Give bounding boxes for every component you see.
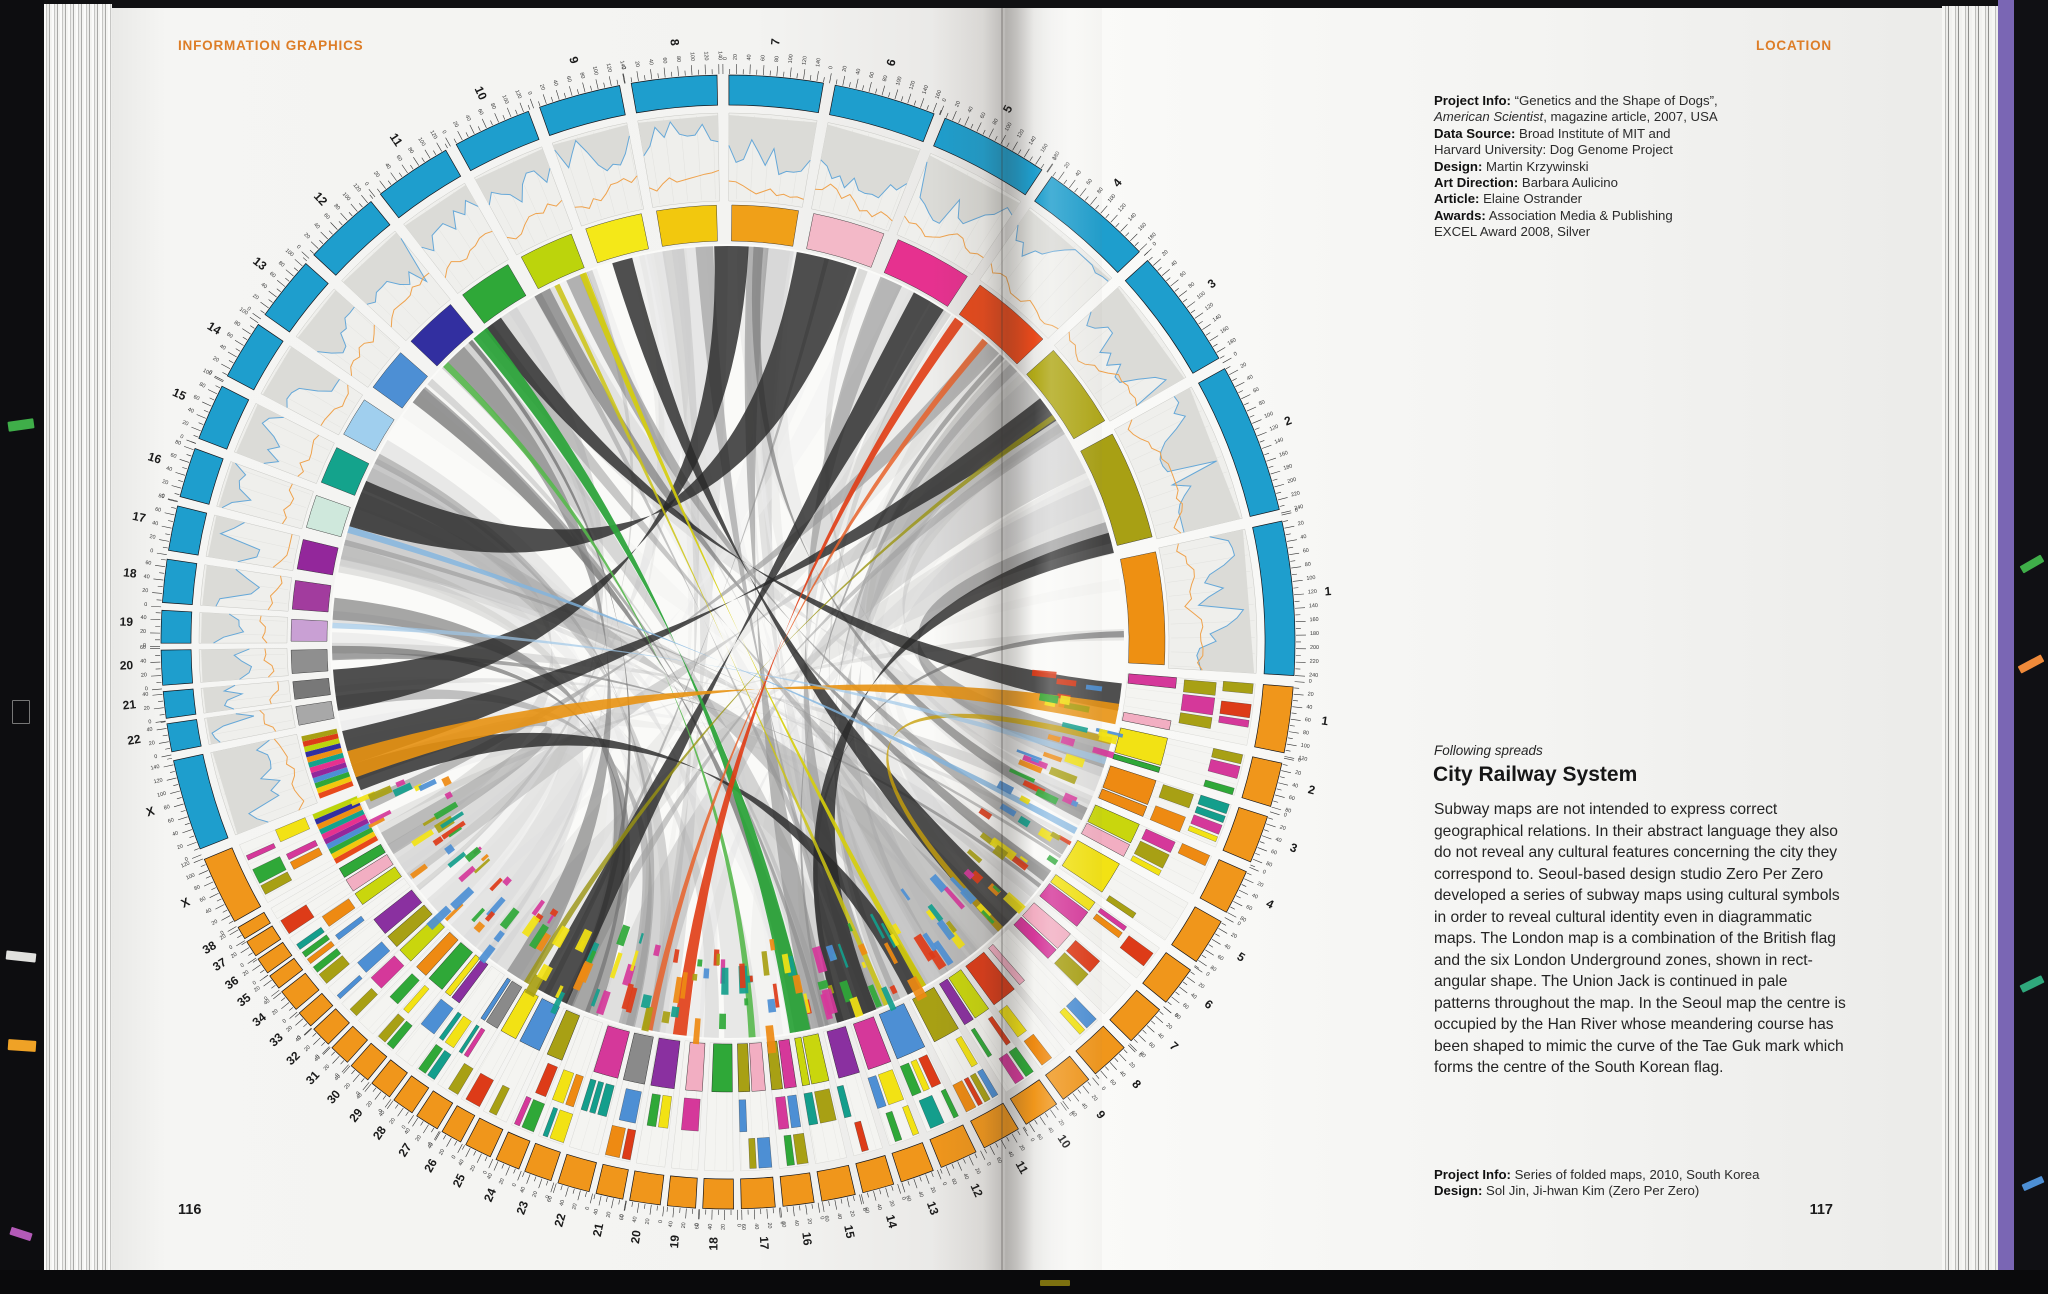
spine-art-fragment (2019, 554, 2045, 574)
spine-art-fragment (1040, 1280, 1070, 1286)
spine-art-fragment (5, 950, 37, 963)
spine-art-fragment (2019, 975, 2045, 993)
project-info-bottom: Project Info: Series of folded maps, 201… (1434, 1167, 1760, 1199)
right-book-cover-edge (2014, 0, 2048, 1294)
article-title: City Railway System (1433, 763, 1638, 786)
spine-art-fragment (12, 700, 30, 724)
article-kicker: Following spreads (1434, 743, 1543, 758)
left-page-edges (44, 4, 112, 1270)
left-page (112, 8, 1005, 1270)
spine-art-fragment (7, 1039, 37, 1052)
left-book-cover-edge (0, 0, 44, 1294)
article-body: Subway maps are not intended to express … (1434, 801, 1846, 1076)
page-number-right: 117 (1809, 1202, 1833, 1218)
running-head-left: INFORMATION GRAPHICS (178, 38, 364, 53)
spine-art-fragment (2021, 1175, 2045, 1192)
spine-art-fragment (9, 1226, 33, 1242)
spine-art-fragment (2017, 654, 2045, 674)
spine-art-fragment (7, 418, 35, 432)
right-page-edges (1942, 6, 1998, 1272)
bottom-book-cover-edge (0, 1270, 2048, 1294)
running-head-right: LOCATION (1756, 38, 1832, 53)
gutter-crease (1001, 8, 1003, 1270)
page-number-left: 116 (178, 1202, 202, 1218)
project-info-top: Project Info: “Genetics and the Shape of… (1434, 93, 1718, 240)
next-page-purple-edge (1998, 0, 2014, 1294)
